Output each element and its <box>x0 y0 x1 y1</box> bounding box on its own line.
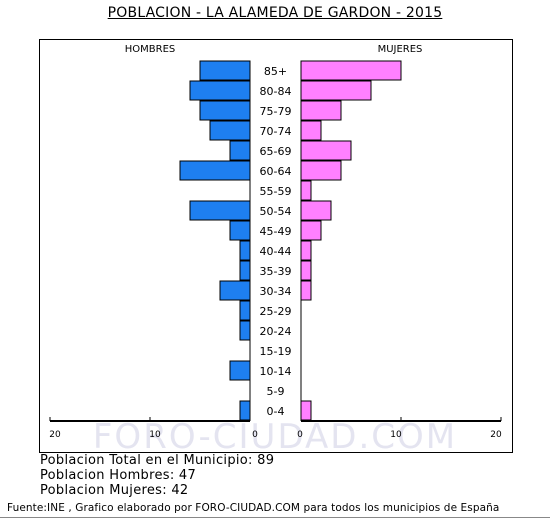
bar-hombres-80-84 <box>189 80 251 101</box>
age-label-55-59: 55-59 <box>260 185 292 198</box>
left-tick-label-20: 20 <box>49 430 61 440</box>
bar-hombres-75-79 <box>199 100 251 121</box>
stat-total: Poblacion Total en el Municipio: 89 <box>40 453 275 468</box>
bar-mujeres-30-34 <box>300 280 312 301</box>
right-series-label: MUJERES <box>378 44 423 55</box>
right-tick-label-10: 10 <box>390 430 402 440</box>
bar-mujeres-40-44 <box>300 240 312 261</box>
bar-mujeres-55-59 <box>300 180 312 201</box>
bar-mujeres-75-79 <box>300 100 342 121</box>
bar-hombres-85+ <box>199 60 251 81</box>
right-tick-label-20: 20 <box>490 430 502 440</box>
age-label-35-39: 35-39 <box>260 265 292 278</box>
bar-hombres-10-14 <box>229 360 251 381</box>
age-label-85+: 85+ <box>264 65 287 78</box>
bar-mujeres-35-39 <box>300 260 312 281</box>
bar-hombres-70-74 <box>209 120 251 141</box>
age-label-5-9: 5-9 <box>267 385 285 398</box>
right-tick-label-0: 0 <box>297 430 303 440</box>
age-label-65-69: 65-69 <box>260 145 292 158</box>
bar-hombres-35-39 <box>239 260 251 281</box>
bar-mujeres-60-64 <box>300 160 342 181</box>
age-label-15-19: 15-19 <box>260 345 292 358</box>
bar-hombres-60-64 <box>179 160 251 181</box>
chart-panel <box>39 39 513 453</box>
bar-mujeres-50-54 <box>300 200 332 221</box>
bar-hombres-50-54 <box>189 200 251 221</box>
age-label-75-79: 75-79 <box>260 105 292 118</box>
bar-mujeres-85+ <box>300 60 402 81</box>
stat-hombres: Poblacion Hombres: 47 <box>40 468 197 483</box>
chart-title: POBLACION - LA ALAMEDA DE GARDON - 2015 <box>107 5 443 21</box>
age-label-25-29: 25-29 <box>260 305 292 318</box>
age-label-50-54: 50-54 <box>260 205 292 218</box>
footer-source: Fuente:INE , Grafico elaborado por FORO-… <box>7 502 500 514</box>
bar-hombres-0-4 <box>239 400 251 421</box>
bottom-divider <box>0 517 550 518</box>
bar-hombres-40-44 <box>239 240 251 261</box>
bar-mujeres-65-69 <box>300 140 352 161</box>
stat-mujeres: Poblacion Mujeres: 42 <box>40 483 189 498</box>
age-label-80-84: 80-84 <box>260 85 292 98</box>
age-label-45-49: 45-49 <box>260 225 292 238</box>
age-label-30-34: 30-34 <box>260 285 292 298</box>
age-label-60-64: 60-64 <box>260 165 292 178</box>
bar-hombres-65-69 <box>229 140 251 161</box>
left-tick-label-0: 0 <box>252 430 258 440</box>
bar-hombres-30-34 <box>219 280 251 301</box>
left-series-label: HOMBRES <box>125 44 176 55</box>
watermark: FORO-CIUDAD.COM <box>93 417 457 457</box>
age-label-40-44: 40-44 <box>260 245 292 258</box>
bar-hombres-25-29 <box>239 300 251 321</box>
bar-hombres-20-24 <box>239 320 251 341</box>
age-label-0-4: 0-4 <box>267 405 285 418</box>
bar-mujeres-80-84 <box>300 80 372 101</box>
left-tick-label-10: 10 <box>149 430 161 440</box>
bar-mujeres-45-49 <box>300 220 322 241</box>
age-label-20-24: 20-24 <box>260 325 292 338</box>
age-label-70-74: 70-74 <box>260 125 292 138</box>
bar-mujeres-0-4 <box>300 400 312 421</box>
bar-mujeres-70-74 <box>300 120 322 141</box>
age-label-10-14: 10-14 <box>260 365 292 378</box>
bar-hombres-45-49 <box>229 220 251 241</box>
